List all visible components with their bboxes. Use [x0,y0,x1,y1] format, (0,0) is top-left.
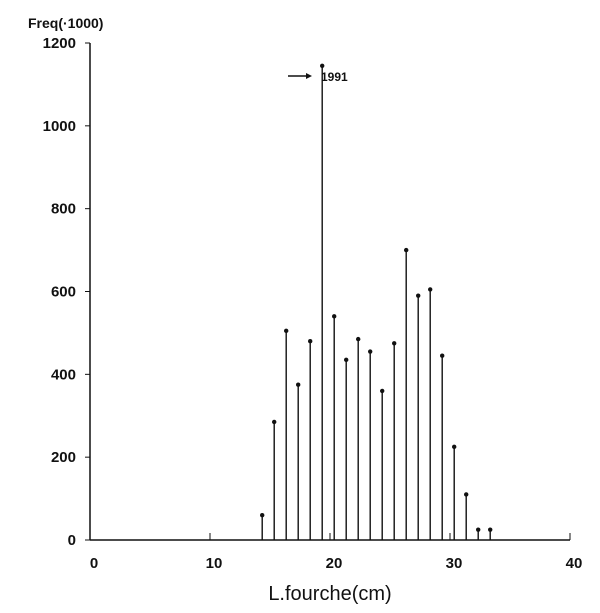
y-tick-label: 1000 [43,118,76,135]
axes [89,43,570,541]
bar-point [296,382,301,387]
bar-point [284,328,289,334]
x-tick-label: 10 [206,555,223,572]
x-tick-label: 0 [90,555,98,572]
annotation-label: 1991 [321,70,348,84]
y-tick-label: 400 [51,366,76,383]
bar-point [356,336,361,342]
bar-point [260,512,265,518]
bar-point [308,339,313,344]
x-tick-label: 20 [326,555,343,572]
bar-point [428,287,433,292]
bar-point [476,527,481,532]
x-tick-label: 40 [566,555,583,572]
annotation-arrowhead [306,73,312,79]
x-ticks: 0 10 20 30 40 [89,533,583,572]
bar-point [404,247,409,253]
bar-point [416,293,421,298]
bars [260,63,493,540]
bar-point [332,314,337,319]
x-tick-label: 30 [446,555,463,572]
bar-point [320,63,325,68]
bar-point [464,492,469,497]
bar-point [272,419,277,425]
x-axis-title: L.fourche(cm) [268,583,391,605]
y-tick-label: 0 [68,532,76,549]
y-tick-label: 1200 [43,35,76,52]
y-axis-title: Freq(·1000) [28,15,103,31]
bar-point [392,341,397,346]
bar-point [452,444,457,450]
y-tick-label: 800 [51,201,76,218]
bar-point [440,353,445,358]
y-tick-label: 600 [51,284,76,301]
bar-point [488,527,493,532]
bar-point [344,357,349,363]
bar-point [368,349,373,354]
bar-point [380,388,385,394]
y-ticks: 0 200 400 600 800 1000 1200 [43,35,90,549]
y-tick-label: 200 [51,449,76,466]
annotation-1991: 1991 [288,70,348,84]
